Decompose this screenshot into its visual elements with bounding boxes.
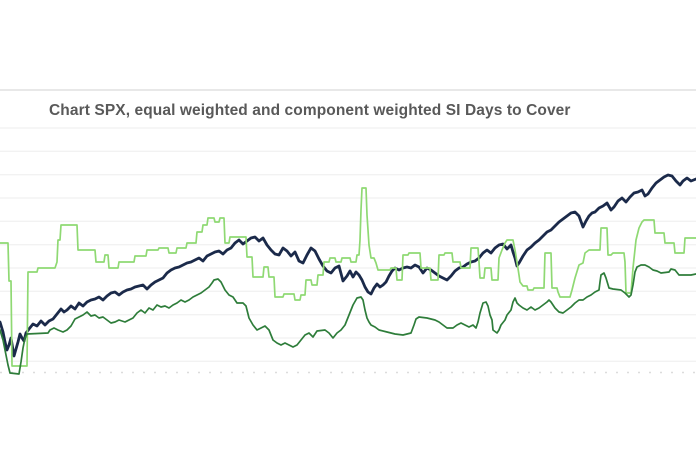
series-line-2 xyxy=(0,264,696,375)
series-line-1 xyxy=(0,187,696,367)
chart-title: Chart SPX, equal weighted and component … xyxy=(49,102,571,119)
series-line-0 xyxy=(0,173,696,358)
